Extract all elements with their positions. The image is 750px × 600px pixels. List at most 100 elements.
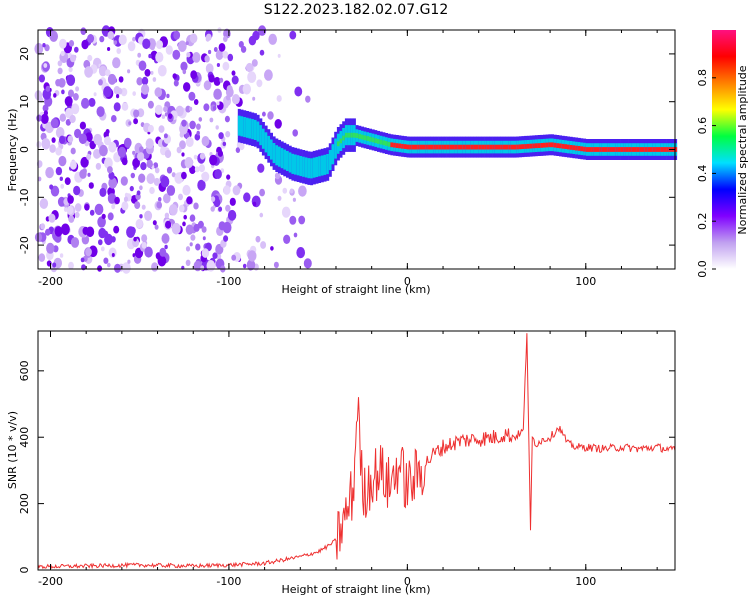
signal-track-mid xyxy=(283,149,287,170)
spectrogram-noise-cell xyxy=(81,39,89,50)
spectrogram-noise-cell xyxy=(133,236,137,242)
spectrogram-noise-cell xyxy=(193,154,198,160)
signal-track-core xyxy=(615,147,619,152)
signal-track-core xyxy=(537,143,541,148)
spectrogram-noise-cell xyxy=(193,202,199,210)
spectrogram-noise-cell xyxy=(82,226,89,235)
spectrogram-noise-cell xyxy=(185,224,194,235)
spectrogram-noise-cell xyxy=(43,63,48,68)
signal-track-core xyxy=(398,143,402,149)
signal-track-core xyxy=(551,142,554,148)
colorbar-tick-label: 0.0 xyxy=(696,260,709,278)
spectrogram-noise-cell xyxy=(198,164,205,173)
spectrogram-noise-cell xyxy=(96,106,105,117)
signal-track-core xyxy=(652,147,656,152)
signal-track-core xyxy=(342,135,346,141)
spectrogram-noise-cell xyxy=(133,109,140,118)
signal-track-core xyxy=(556,143,560,148)
spectrogram-noise-cell xyxy=(141,242,147,249)
spectrogram-noise-cell xyxy=(193,99,199,105)
spectrogram-noise-cell xyxy=(107,262,111,268)
spectrogram-noise-cell xyxy=(189,242,193,247)
spectrogram-noise-cell xyxy=(88,97,96,107)
spectrogram-noise-cell xyxy=(64,96,73,107)
spectrogram-noise-cell xyxy=(274,172,281,180)
signal-track-core xyxy=(484,144,488,150)
spectrogram-noise-cell xyxy=(154,167,160,174)
spectrogram-noise-cell xyxy=(104,136,111,146)
signal-track-core xyxy=(452,144,455,150)
colorbar-tick-label: 0.6 xyxy=(696,117,709,135)
signal-track-core xyxy=(460,144,463,150)
spectrogram-noise-cell xyxy=(141,234,148,243)
spectrogram-y-tick-label: 10 xyxy=(18,95,31,109)
signal-track-core xyxy=(358,134,362,139)
spectrogram-noise-cell xyxy=(252,201,257,207)
spectrogram-noise-cell xyxy=(58,155,67,167)
spectrogram-noise-cell xyxy=(70,237,80,248)
spectrogram-noise-cell xyxy=(124,192,129,198)
signal-track-core xyxy=(553,142,557,148)
signal-track-mid xyxy=(288,152,292,173)
spectrogram-noise-cell xyxy=(141,76,149,86)
spectrogram-noise-cell xyxy=(134,201,141,210)
signal-track-core xyxy=(663,147,667,152)
spectrogram-noise-cell xyxy=(238,142,245,151)
spectrogram-noise-cell xyxy=(132,158,141,168)
spectrogram-noise-cell xyxy=(68,215,75,223)
spectrogram-noise-cell xyxy=(157,197,162,202)
spectrogram-noise-cell xyxy=(105,69,111,77)
spectrogram-noise-cell xyxy=(140,162,147,171)
spectrogram-noise-cell xyxy=(224,115,230,123)
signal-track-core xyxy=(457,144,461,150)
signal-track-core xyxy=(623,147,627,152)
spectrogram-noise-cell xyxy=(127,69,131,74)
spectrogram-noise-cell xyxy=(63,207,68,212)
spectrogram-noise-cell xyxy=(104,157,113,169)
spectrogram-x-axis-label: Height of straight line (km) xyxy=(281,283,430,296)
spectrogram-noise-cell xyxy=(201,226,207,233)
spectrogram-noise-cell xyxy=(247,71,257,83)
spectrogram-noise-cell xyxy=(225,204,231,212)
snr-x-tick-label: 0 xyxy=(404,575,411,588)
snr-y-ticks: 0 200 400 600 xyxy=(18,360,675,574)
spectrogram-noise-cell xyxy=(45,228,51,236)
signal-track-mid xyxy=(251,119,255,140)
spectrogram-noise-cell xyxy=(99,35,105,43)
signal-track-core xyxy=(593,147,597,152)
spectrogram-noise-cell xyxy=(141,84,150,95)
spectrogram-noise-cell xyxy=(49,144,56,153)
spectrogram-noise-cell xyxy=(274,119,282,129)
spectrogram-noise-cell xyxy=(87,54,93,62)
snr-y-tick-label: 200 xyxy=(18,493,31,514)
spectrogram-noise-cell xyxy=(189,214,196,222)
signal-track-core xyxy=(666,147,670,152)
signal-track-mid xyxy=(318,156,322,177)
spectrogram-noise-cell xyxy=(122,262,131,274)
spectrogram-noise-cell xyxy=(222,61,230,71)
signal-track-core xyxy=(374,138,378,144)
spectrogram-noise-cell xyxy=(107,166,113,174)
spectrogram-noise-cell xyxy=(146,173,155,185)
signal-track-core xyxy=(403,144,407,149)
spectrogram-noise-cell xyxy=(139,185,143,191)
signal-track-core xyxy=(532,143,536,149)
signal-track-core xyxy=(529,143,533,149)
signal-track-core xyxy=(596,147,600,152)
spectrogram-noise-cell xyxy=(157,255,167,267)
spectrogram-noise-cell xyxy=(57,60,63,67)
spectrogram-y-tick-label: 20 xyxy=(18,47,31,61)
spectrogram-x-tick-label: -200 xyxy=(38,275,63,288)
spectrogram-noise-cell xyxy=(111,115,117,123)
spectrogram-noise-cell xyxy=(116,94,120,99)
signal-track-mid xyxy=(312,157,316,178)
spectrogram-noise-cell xyxy=(54,226,63,237)
signal-track-core xyxy=(639,147,643,152)
spectrogram-noise-cell xyxy=(116,48,121,54)
spectrogram-noise-cell xyxy=(277,195,282,201)
spectrogram-noise-cell xyxy=(283,234,291,244)
spectrogram-noise-cell xyxy=(190,234,196,241)
signal-track-core xyxy=(620,147,624,152)
signal-track-mid xyxy=(275,145,279,166)
spectrogram-noise-cell xyxy=(101,213,106,220)
